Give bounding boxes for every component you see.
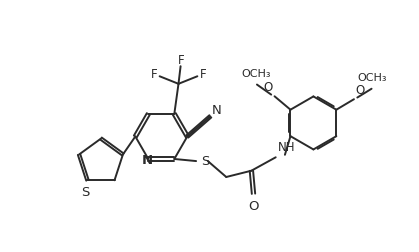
Text: O: O (356, 84, 365, 97)
Text: OCH₃: OCH₃ (241, 69, 271, 79)
Text: S: S (82, 186, 90, 199)
Text: F: F (178, 54, 184, 67)
Text: N: N (211, 104, 221, 117)
Text: OCH₃: OCH₃ (358, 73, 387, 83)
Text: N: N (142, 154, 153, 167)
Text: F: F (199, 68, 206, 81)
Text: NH: NH (278, 141, 295, 154)
Text: O: O (263, 81, 272, 94)
Text: O: O (248, 200, 259, 213)
Text: F: F (151, 68, 158, 81)
Text: S: S (201, 154, 210, 168)
